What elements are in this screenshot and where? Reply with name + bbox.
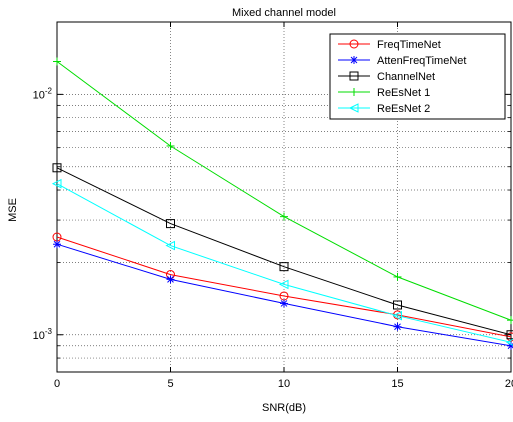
data-point: [507, 316, 513, 325]
legend-marker: [350, 56, 358, 64]
data-point: [280, 212, 288, 221]
x-tick-label: 0: [54, 378, 60, 390]
data-point: [505, 338, 513, 346]
x-axis-label: SNR(dB): [262, 402, 306, 414]
data-point: [166, 141, 175, 150]
legend-marker: [349, 39, 359, 49]
data-point: [53, 57, 61, 66]
y-axis-label: MSE: [7, 198, 19, 222]
series-line-3: [56, 167, 512, 336]
legend-marker: [350, 88, 358, 96]
data-point: [166, 219, 175, 229]
x-tick-label: 10: [278, 378, 290, 390]
data-point: [392, 310, 402, 321]
series-line-1: [56, 236, 512, 338]
x-tick-label: 5: [167, 378, 173, 390]
legend-marker: [349, 71, 359, 81]
legend-entry: FreqTimeNet: [377, 39, 441, 51]
data-point: [280, 299, 288, 308]
data-point: [393, 322, 402, 331]
legend-entry: ReEsNet 2: [377, 103, 430, 115]
data-point: [51, 178, 62, 189]
y-tick-label: 10-2: [33, 86, 53, 101]
data-point: [53, 240, 61, 249]
data-point: [393, 272, 402, 281]
data-point: [506, 330, 513, 340]
data-point: [165, 240, 175, 251]
y-tick-label: 10-3: [33, 327, 53, 342]
x-tick-label: 20: [505, 378, 513, 390]
x-tick-label: 15: [391, 378, 403, 390]
legend-entry: ChannelNet: [377, 71, 435, 83]
chart-title: Mixed channel model: [232, 7, 336, 19]
legend-entry: ReEsNet 1: [377, 87, 430, 99]
data-point: [278, 279, 289, 290]
legend: [329, 33, 506, 120]
data-point: [279, 262, 289, 272]
series-line-5: [56, 183, 512, 343]
legend-entry: AttenFreqTimeNet: [377, 55, 466, 67]
data-point: [393, 300, 402, 310]
data-point: [166, 275, 175, 284]
legend-marker: [348, 103, 359, 113]
data-point: [52, 163, 62, 173]
